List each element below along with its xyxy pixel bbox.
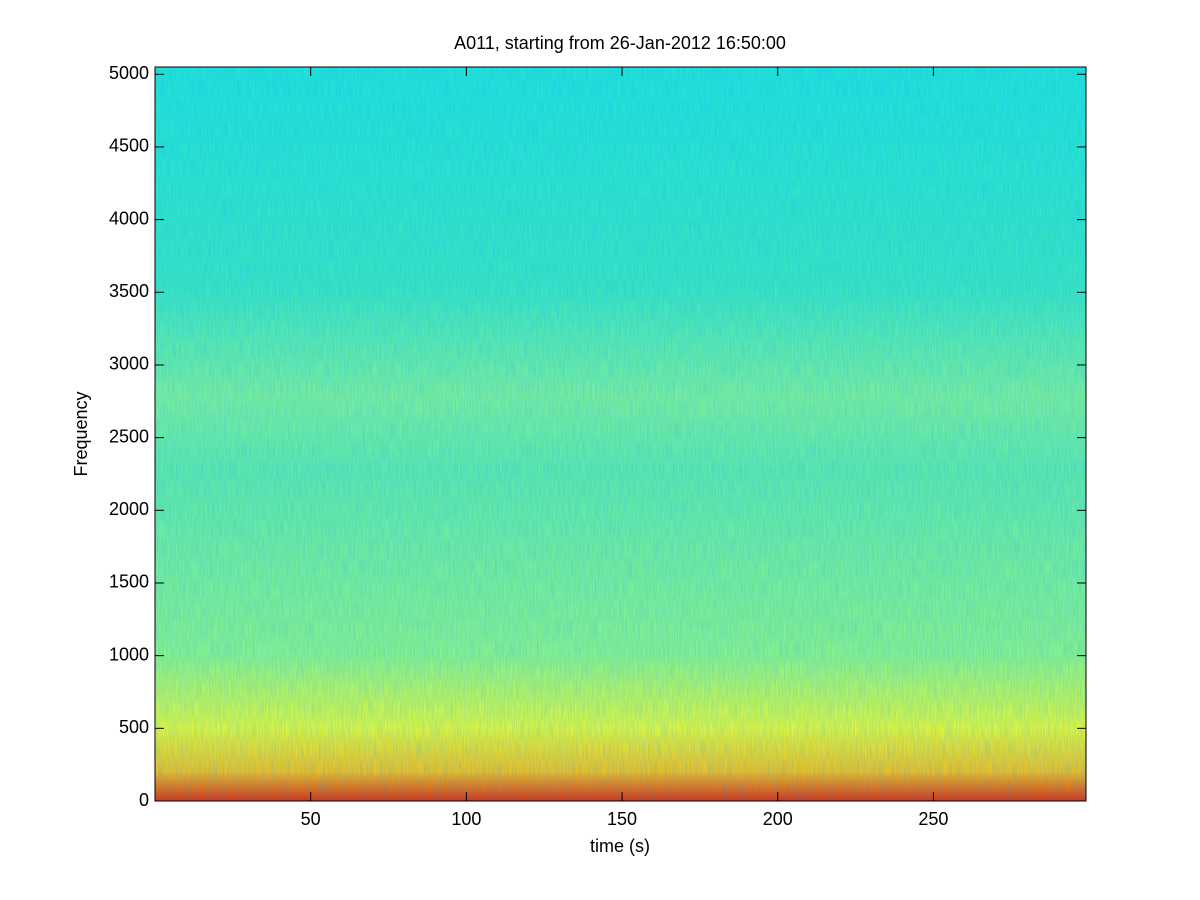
y-tick-label: 1000: [109, 644, 149, 664]
y-tick-label: 1500: [109, 572, 149, 592]
spectrogram-texture: [155, 67, 1086, 801]
plot-area: [154, 66, 1087, 802]
y-tick-label: 2500: [109, 426, 149, 446]
y-tick-label: 0: [139, 790, 149, 810]
axes-box: [154, 66, 1087, 802]
y-tick-label: 4500: [109, 136, 149, 156]
y-tick-label: 5000: [109, 63, 149, 83]
x-tick-label: 200: [763, 809, 793, 829]
y-tick-label: 2000: [109, 499, 149, 519]
x-axis-label: time (s): [590, 836, 650, 856]
y-tick-label: 3500: [109, 281, 149, 301]
x-tick-label: 150: [607, 809, 637, 829]
y-axis-label: Frequency: [71, 391, 91, 476]
y-tick-label: 500: [119, 717, 149, 737]
y-tick-label: 4000: [109, 208, 149, 228]
chart-title: A011, starting from 26-Jan-2012 16:50:00: [454, 33, 786, 53]
x-tick-label: 100: [451, 809, 481, 829]
x-tick-label: 250: [918, 809, 948, 829]
y-tick-label: 3000: [109, 354, 149, 374]
x-tick-label: 50: [301, 809, 321, 829]
